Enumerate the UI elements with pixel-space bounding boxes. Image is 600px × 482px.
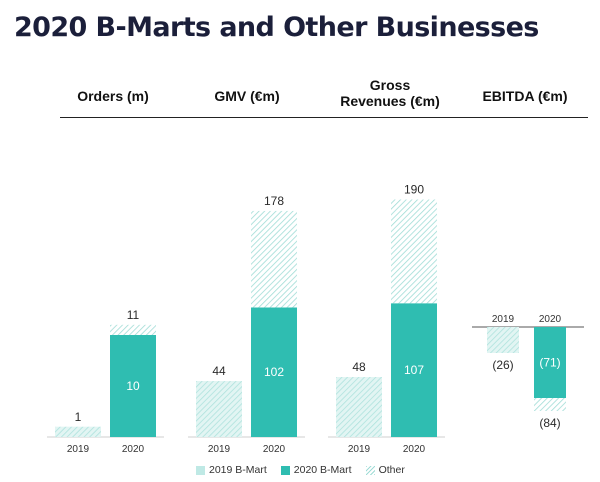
gross-revenues-tick-2019: 2019 bbox=[348, 444, 371, 455]
orders-tick-2020: 2020 bbox=[122, 444, 145, 455]
header-rule bbox=[60, 117, 588, 118]
page-title: 2020 B-Marts and Other Businesses bbox=[14, 12, 539, 43]
header-gross-line2: Revenues (€m) bbox=[340, 93, 440, 109]
legend-swatch-2020 bbox=[280, 465, 290, 475]
legend-swatch-2019 bbox=[196, 465, 205, 475]
orders-tick-2019: 2019 bbox=[67, 444, 90, 455]
gmv-tick-2019: 2019 bbox=[208, 444, 231, 455]
ebitda-label-2020-total: (84) bbox=[539, 416, 560, 430]
orders-label-2019-total: 1 bbox=[75, 410, 82, 424]
gross-revenues-label-2020-total: 190 bbox=[404, 183, 424, 197]
ebitda-tick-2020: 2020 bbox=[539, 314, 562, 325]
orders-bar-2020-bmart bbox=[110, 335, 156, 437]
gmv-label-2019-total: 44 bbox=[212, 364, 226, 378]
header-gross-revenues: Gross Revenues (€m) bbox=[330, 77, 450, 109]
gmv-bar-2019-hatch bbox=[196, 381, 242, 437]
gmv-bar-2020-bmart bbox=[251, 307, 297, 437]
header-orders: Orders (m) bbox=[77, 88, 149, 104]
gross-revenues-bar-2020-bmart bbox=[391, 303, 437, 437]
ebitda-bar-2020-bmart bbox=[534, 327, 566, 398]
gross-revenues-label-2019-total: 48 bbox=[352, 360, 366, 374]
legend-label-2020: 2020 B-Mart bbox=[293, 464, 352, 476]
ebitda-bar-2020-other bbox=[534, 398, 566, 411]
gross-revenues-label-2020-bmart: 107 bbox=[404, 363, 424, 377]
orders-label-2020-total: 11 bbox=[127, 308, 140, 322]
legend-label-other: Other bbox=[378, 464, 405, 476]
header-ebitda: EBITDA (€m) bbox=[482, 88, 568, 104]
gmv-label-2020-bmart: 102 bbox=[264, 365, 284, 379]
gross-revenues-bar-2020-other bbox=[391, 199, 437, 304]
orders-bar-2019-hatch bbox=[55, 426, 101, 437]
gmv-label-2020-total: 178 bbox=[264, 194, 284, 208]
ebitda-label-2020-bmart: (71) bbox=[539, 356, 560, 370]
legend: 2019 B-Mart 2020 B-Mart Other bbox=[196, 464, 405, 476]
header-gmv: GMV (€m) bbox=[214, 88, 280, 104]
legend-item-2020: 2020 B-Mart bbox=[280, 464, 352, 476]
header-gross-line1: Gross bbox=[369, 77, 411, 93]
gross-revenues-tick-2020: 2020 bbox=[403, 444, 426, 455]
ebitda-bar-2019-hatch bbox=[487, 327, 519, 353]
legend-item-other: Other bbox=[365, 464, 405, 476]
ebitda-label-2019: (26) bbox=[492, 358, 513, 372]
legend-item-2019: 2019 B-Mart bbox=[196, 464, 267, 476]
gross-revenues-bar-2019-hatch bbox=[336, 377, 382, 437]
gmv-tick-2020: 2020 bbox=[263, 444, 286, 455]
orders-bar-2020-other bbox=[110, 324, 156, 335]
gmv-bar-2020-other bbox=[251, 210, 297, 308]
ebitda-tick-2019: 2019 bbox=[492, 314, 515, 325]
orders-label-2020-bmart: 10 bbox=[126, 379, 140, 393]
legend-label-2019: 2019 B-Mart bbox=[209, 464, 267, 476]
legend-swatch-other bbox=[365, 465, 375, 475]
